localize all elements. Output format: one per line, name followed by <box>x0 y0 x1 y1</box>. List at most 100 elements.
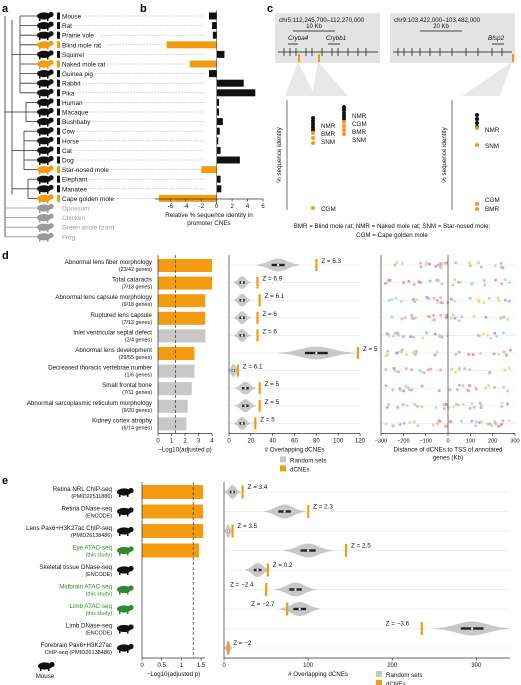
dot-orange <box>475 207 479 211</box>
e-bar-xlabel: −Log10(adjusted p) <box>147 671 201 678</box>
dot-orange <box>311 141 315 145</box>
tss-point <box>419 261 423 265</box>
tss-tick-label: −100 <box>419 438 432 444</box>
dataset-name2-8: ChIP-seq (PMID26138486) <box>45 650 113 656</box>
species-label: Prairie vole <box>62 33 94 40</box>
species-color-tick <box>57 22 60 30</box>
tss-xlabel-line1: Distance of dCNEs to TSS of annotated <box>394 446 503 453</box>
tss-point <box>410 368 414 372</box>
phenotype-name-0: Abnormal lens fiber morphology <box>65 259 153 266</box>
dataset-name-0: Retina NRL ChIP-seq <box>53 486 113 493</box>
cne-marker-0 <box>298 54 300 62</box>
tss-point <box>394 296 398 300</box>
species-icon-head <box>48 59 54 66</box>
dot-black <box>311 119 315 123</box>
dataset-species-icon-4 <box>117 565 134 575</box>
species-icon-body <box>37 22 51 30</box>
x-tick-label: -6 <box>168 204 174 210</box>
tss-point <box>384 422 388 426</box>
tss-point <box>502 350 506 354</box>
species-icon-leg2 <box>47 181 49 185</box>
tss-point <box>476 261 480 265</box>
d-violin-tick-label: 120 <box>355 438 366 444</box>
species-icon <box>37 146 54 156</box>
x-tick-label: 4 <box>246 204 250 210</box>
species-icon-body <box>37 127 51 135</box>
mouse-species-label: Mouse <box>36 673 55 680</box>
species-color-tick <box>57 31 60 39</box>
species-label: Blind mole rat <box>62 42 101 49</box>
d-zscore-3: Z = 6 <box>262 311 277 318</box>
tss-point <box>460 315 464 319</box>
tss-point <box>472 314 476 318</box>
bar-mouse <box>209 12 217 20</box>
random-set-violin-8-median <box>244 404 247 407</box>
outgroup-label: Frog <box>62 234 76 241</box>
tss-point <box>394 331 398 335</box>
label-snm-1: SNM <box>321 139 335 146</box>
panel-letter-a: a <box>2 3 9 15</box>
species-label: Star-nosed mole <box>62 167 109 174</box>
tss-point <box>438 265 442 269</box>
x-tick-label: -2 <box>199 204 205 210</box>
species-icon-head <box>48 50 54 56</box>
species-icon-body <box>37 118 51 126</box>
dataset-species-icon-0-head <box>128 487 134 494</box>
tss-point <box>505 353 509 357</box>
tss-point <box>500 405 504 409</box>
e-violin-tick-label: 200 <box>387 663 398 669</box>
legend-random-swatch <box>280 456 286 463</box>
species-icon-body <box>37 41 51 49</box>
tss-point <box>457 368 461 372</box>
mouse-species-icon-body <box>38 662 52 670</box>
outgroup-icon-leg1 <box>39 238 41 242</box>
species-icon <box>37 59 54 69</box>
dot-orange <box>342 120 346 124</box>
dataset-name-4: Skeletal tissue DNase-seq <box>39 564 112 571</box>
tss-point <box>427 297 431 301</box>
dataset-bar-1 <box>142 504 204 519</box>
species-icon-head <box>48 165 54 171</box>
tss-point <box>457 319 461 323</box>
bar-cow <box>216 127 220 135</box>
dcne-marker-9 <box>254 417 257 430</box>
dataset-species-icon-8-leg1 <box>119 650 121 653</box>
tss-point <box>472 405 476 409</box>
tss-point <box>493 385 497 389</box>
e-dcne-marker-6 <box>286 602 289 616</box>
e-x-tick-label: 0.5 <box>158 663 167 669</box>
species-icon-leg1 <box>39 94 41 98</box>
dot-black <box>311 128 315 132</box>
species-icon-body <box>37 166 51 174</box>
tss-point <box>410 316 414 320</box>
species-color-tick <box>57 146 60 154</box>
dataset-source-6: (this study) <box>86 611 113 617</box>
bar-rabbit <box>216 79 244 87</box>
species-icon-leg2 <box>47 142 49 146</box>
tss-point <box>494 422 498 426</box>
bar-naked-mole-rat <box>189 60 217 68</box>
bar-horse <box>216 137 219 145</box>
label-bmr-3: BMR <box>485 206 499 213</box>
tss-point <box>420 370 424 374</box>
dataset-species-icon-0 <box>117 487 134 497</box>
bar-prairie-vole <box>212 31 217 39</box>
outgroup-icon-leg1 <box>39 229 41 233</box>
tss-point <box>451 283 455 287</box>
species-label: Guinea pig <box>62 71 93 78</box>
d-violin-xlabel: # Overlapping dCNEs <box>265 446 325 453</box>
label-nmr-1: NMR <box>321 123 336 130</box>
phenotype-name-7: Small frontal bone <box>102 382 152 389</box>
species-icon-head <box>48 31 54 37</box>
phenotype-genes-8: (9/20 genes) <box>122 408 152 414</box>
dot-black <box>342 105 346 109</box>
tss-point <box>453 278 457 282</box>
dot-orange <box>342 124 346 128</box>
tss-point <box>407 386 411 390</box>
dot-black <box>342 117 346 121</box>
d-violin-tick-label: 40 <box>269 438 276 444</box>
random-set-violin-6-median <box>232 369 235 372</box>
species-icon-body <box>37 31 51 39</box>
species-icon-leg1 <box>39 104 41 108</box>
